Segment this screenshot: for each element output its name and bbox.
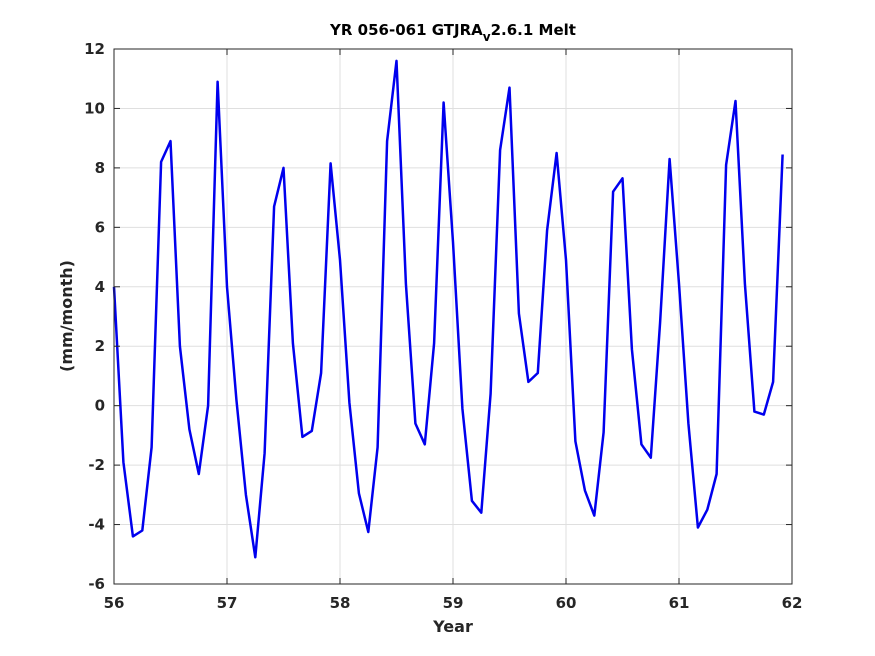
series-line [112,59,784,559]
y-tick-label: 8 [95,159,105,177]
y-tick-labels: -6 -4 -2 0 2 4 6 8 10 12 [84,40,105,593]
x-axis-label: Year [432,617,473,636]
chart-title: YR 056-061 GTJRAv2.6.1 Melt [329,21,576,44]
y-tick-label: 6 [95,218,105,236]
y-tick-label: -4 [88,516,105,534]
y-tick-label: 4 [95,278,105,296]
data-series [112,59,784,559]
x-tick-label: 58 [330,594,351,612]
y-tick-label: 0 [95,397,105,415]
x-tick-label: 61 [669,594,690,612]
x-tick-labels: 56 57 58 59 60 61 62 [104,594,803,612]
y-tick-label: 10 [84,99,105,117]
y-tick-label: 12 [84,40,105,58]
x-tick-label: 56 [104,594,125,612]
x-tick-label: 62 [782,594,803,612]
y-tick-label: 2 [95,337,105,355]
y-axis-label: (mm/month) [57,260,76,372]
x-tick-label: 59 [443,594,464,612]
axis-ticks [113,48,793,585]
x-tick-label: 60 [556,594,577,612]
y-tick-label: -2 [88,456,105,474]
y-tick-label: -6 [88,575,105,593]
x-tick-label: 57 [217,594,238,612]
